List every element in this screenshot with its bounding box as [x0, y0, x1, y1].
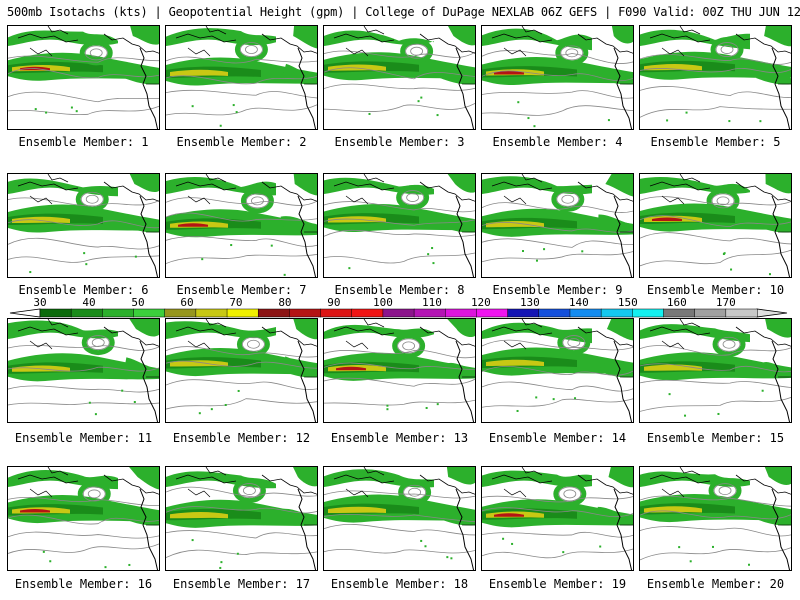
ensemble-member-label: Ensemble Member: 9: [492, 283, 623, 297]
colorbar-tick-label: 100: [372, 296, 393, 309]
ensemble-member-map: [323, 25, 476, 130]
colorbar-tick-label: 40: [82, 296, 96, 309]
ensemble-member-map: [481, 25, 634, 130]
ensemble-member-map: [481, 173, 634, 278]
ensemble-member-map: [7, 25, 160, 130]
colorbar-tick-label: 70: [229, 296, 243, 309]
colorbar-tick-label: 60: [180, 296, 194, 309]
ensemble-member-map: [639, 466, 792, 571]
ensemble-member-label: Ensemble Member: 2: [176, 135, 307, 149]
colorbar-tick-label: 120: [470, 296, 491, 309]
ensemble-member-map: [7, 466, 160, 571]
ensemble-member-label: Ensemble Member: 19: [488, 577, 627, 591]
ensemble-member-label: Ensemble Member: 7: [176, 283, 307, 297]
ensemble-member-map: [639, 173, 792, 278]
page-title: 500mb Isotachs (kts) | Geopotential Heig…: [7, 5, 800, 19]
ensemble-member-label: Ensemble Member: 13: [330, 431, 469, 445]
ensemble-member-label: Ensemble Member: 8: [334, 283, 465, 297]
ensemble-member-label: Ensemble Member: 6: [18, 283, 149, 297]
ensemble-member-label: Ensemble Member: 4: [492, 135, 623, 149]
wind-speed-colorbar: 30 40 50 60 70 80 90 100 110 120 130 140 150 160 170: [0, 296, 800, 320]
colorbar-swatches: [9, 308, 788, 318]
ensemble-member-label: Ensemble Member: 10: [646, 283, 785, 297]
ensemble-member-map: [165, 25, 318, 130]
ensemble-member-map: [323, 173, 476, 278]
ensemble-member-map: [481, 466, 634, 571]
ensemble-member-label: Ensemble Member: 3: [334, 135, 465, 149]
colorbar-tick-label: 130: [519, 296, 540, 309]
ensemble-member-label: Ensemble Member: 5: [650, 135, 781, 149]
ensemble-member-map: [481, 318, 634, 423]
ensemble-member-label: Ensemble Member: 15: [646, 431, 785, 445]
colorbar-tick-label: 110: [421, 296, 442, 309]
ensemble-member-map: [639, 25, 792, 130]
ensemble-member-map: [7, 173, 160, 278]
ensemble-member-label: Ensemble Member: 17: [172, 577, 311, 591]
ensemble-member-label: Ensemble Member: 12: [172, 431, 311, 445]
colorbar-tick-label: 170: [715, 296, 736, 309]
ensemble-member-label: Ensemble Member: 14: [488, 431, 627, 445]
ensemble-member-map: [165, 318, 318, 423]
ensemble-member-map: [323, 318, 476, 423]
colorbar-tick-label: 150: [617, 296, 638, 309]
colorbar-tick-label: 140: [568, 296, 589, 309]
colorbar-tick-label: 160: [666, 296, 687, 309]
ensemble-member-label: Ensemble Member: 16: [14, 577, 153, 591]
ensemble-member-label: Ensemble Member: 18: [330, 577, 469, 591]
ensemble-member-map: [7, 318, 160, 423]
ensemble-member-label: Ensemble Member: 11: [14, 431, 153, 445]
ensemble-member-label: Ensemble Member: 20: [646, 577, 785, 591]
colorbar-tick-label: 50: [131, 296, 145, 309]
ensemble-member-map: [639, 318, 792, 423]
colorbar-tick-label: 90: [327, 296, 341, 309]
colorbar-tick-label: 30: [33, 296, 47, 309]
ensemble-member-map: [165, 173, 318, 278]
ensemble-member-label: Ensemble Member: 1: [18, 135, 149, 149]
ensemble-member-map: [165, 466, 318, 571]
colorbar-tick-label: 80: [278, 296, 292, 309]
ensemble-member-map: [323, 466, 476, 571]
